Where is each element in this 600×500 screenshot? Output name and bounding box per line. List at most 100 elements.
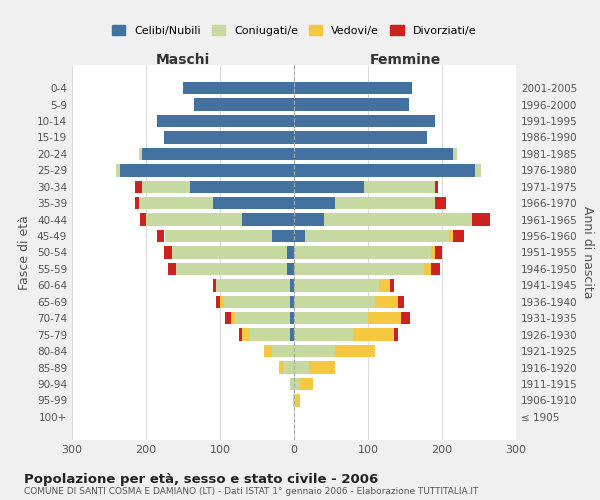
Bar: [135, 197, 139, 209]
Bar: [225, 312, 231, 324]
Bar: [431, 246, 434, 258]
Bar: [265, 345, 272, 357]
Bar: [294, 180, 364, 193]
Bar: [290, 312, 294, 324]
Bar: [287, 263, 294, 275]
Bar: [164, 246, 172, 258]
Bar: [364, 180, 434, 193]
Bar: [434, 197, 446, 209]
Bar: [217, 279, 290, 291]
Bar: [242, 214, 294, 226]
Bar: [294, 378, 300, 390]
Bar: [279, 362, 283, 374]
Bar: [290, 378, 294, 390]
Bar: [300, 378, 313, 390]
Bar: [434, 180, 438, 193]
Bar: [453, 230, 464, 242]
Bar: [290, 328, 294, 341]
Bar: [323, 214, 472, 226]
Bar: [294, 312, 368, 324]
Bar: [431, 263, 440, 275]
Bar: [434, 246, 442, 258]
Bar: [172, 246, 287, 258]
Bar: [472, 214, 490, 226]
Bar: [194, 98, 294, 111]
Bar: [290, 279, 294, 291]
Bar: [212, 197, 294, 209]
Bar: [294, 230, 305, 242]
Bar: [157, 115, 294, 127]
Bar: [164, 132, 294, 143]
Legend: Celibi/Nubili, Coniugati/e, Vedovi/e, Divorziati/e: Celibi/Nubili, Coniugati/e, Vedovi/e, Di…: [109, 22, 479, 40]
Bar: [353, 328, 394, 341]
Text: COMUNE DI SANTI COSMA E DAMIANO (LT) - Dati ISTAT 1° gennaio 2006 - Elaborazione: COMUNE DI SANTI COSMA E DAMIANO (LT) - D…: [24, 488, 478, 496]
Bar: [294, 362, 309, 374]
Bar: [146, 214, 242, 226]
Bar: [294, 296, 376, 308]
Bar: [250, 328, 290, 341]
Bar: [116, 164, 120, 176]
Bar: [239, 328, 242, 341]
Bar: [294, 246, 431, 258]
Bar: [294, 98, 409, 111]
Bar: [394, 328, 398, 341]
Bar: [183, 82, 294, 94]
Bar: [296, 394, 300, 406]
Bar: [217, 296, 220, 308]
Bar: [139, 197, 212, 209]
Bar: [379, 279, 390, 291]
Bar: [401, 312, 410, 324]
Text: Popolazione per età, sesso e stato civile - 2006: Popolazione per età, sesso e stato civil…: [24, 472, 378, 486]
Y-axis label: Anni di nascita: Anni di nascita: [581, 206, 594, 298]
Bar: [475, 164, 481, 176]
Bar: [294, 328, 353, 341]
Bar: [294, 115, 434, 127]
Bar: [453, 148, 457, 160]
Bar: [139, 148, 142, 160]
Bar: [135, 180, 142, 193]
Bar: [287, 246, 294, 258]
Y-axis label: Fasce di età: Fasce di età: [19, 215, 31, 290]
Text: Maschi: Maschi: [156, 53, 210, 67]
Bar: [190, 180, 294, 193]
Bar: [390, 279, 394, 291]
Bar: [376, 296, 398, 308]
Bar: [335, 197, 434, 209]
Bar: [294, 345, 335, 357]
Bar: [220, 296, 224, 308]
Bar: [235, 312, 290, 324]
Bar: [449, 230, 453, 242]
Bar: [424, 263, 431, 275]
Bar: [305, 230, 449, 242]
Bar: [120, 164, 294, 176]
Bar: [294, 279, 379, 291]
Bar: [272, 230, 294, 242]
Bar: [294, 148, 453, 160]
Bar: [290, 296, 294, 308]
Bar: [294, 132, 427, 143]
Bar: [157, 230, 164, 242]
Bar: [293, 394, 294, 406]
Bar: [368, 312, 401, 324]
Bar: [272, 345, 294, 357]
Bar: [294, 263, 424, 275]
Bar: [164, 230, 272, 242]
Bar: [294, 214, 323, 226]
Bar: [283, 362, 294, 374]
Text: Femmine: Femmine: [370, 53, 440, 67]
Bar: [309, 362, 335, 374]
Bar: [140, 214, 146, 226]
Bar: [168, 263, 176, 275]
Bar: [294, 394, 296, 406]
Bar: [224, 296, 290, 308]
Bar: [294, 82, 412, 94]
Bar: [142, 148, 294, 160]
Bar: [212, 279, 216, 291]
Bar: [176, 263, 287, 275]
Bar: [335, 345, 376, 357]
Bar: [294, 197, 335, 209]
Bar: [231, 312, 235, 324]
Bar: [242, 328, 250, 341]
Bar: [398, 296, 404, 308]
Bar: [294, 164, 475, 176]
